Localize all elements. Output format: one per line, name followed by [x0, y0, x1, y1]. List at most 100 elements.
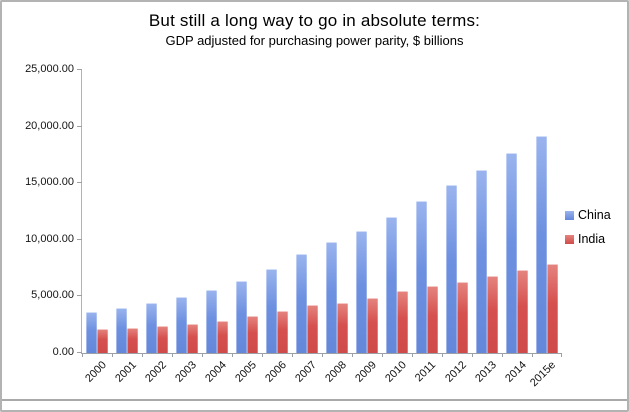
bar-china-2002 — [146, 303, 157, 353]
y-axis-label: 15,000.00 — [25, 176, 74, 189]
bar-china-2004 — [206, 290, 217, 353]
bar-china-2001 — [116, 308, 127, 353]
bar-group-2002 — [142, 70, 172, 353]
x-axis-tick — [532, 353, 533, 357]
y-axis-tick — [77, 182, 82, 184]
x-axis-label: 2006 — [262, 359, 289, 385]
bar-china-2014 — [506, 153, 517, 353]
bar-group-2000 — [82, 70, 112, 353]
legend-swatch-china — [565, 211, 574, 220]
bar-india-2015e — [547, 264, 558, 353]
y-axis-tick — [77, 69, 82, 70]
x-axis-tick — [472, 353, 473, 357]
bar-china-2006 — [266, 269, 277, 353]
x-axis-tick — [502, 353, 503, 357]
bar-group-2003 — [172, 70, 202, 353]
bar-china-2000 — [86, 312, 97, 353]
y-axis-label: 0.00 — [52, 346, 74, 358]
y-axis-label: 5,000.00 — [31, 289, 74, 302]
x-axis-tick — [322, 353, 323, 357]
legend: China India — [565, 208, 611, 256]
bottom-divider — [2, 399, 627, 401]
bar-india-2008 — [337, 303, 348, 353]
bar-india-2006 — [277, 311, 288, 353]
bar-india-2012 — [457, 282, 468, 353]
bar-india-2009 — [367, 298, 378, 353]
x-axis-tick — [112, 353, 113, 357]
bar-china-2011 — [416, 201, 427, 353]
plot-area: 0.00 5,000.00 10,000.00 15,000.00 20,000.00 2… — [25, 64, 562, 389]
bar-group-2014 — [502, 70, 532, 353]
bar-group-2006 — [262, 70, 292, 353]
x-axis-label: 2007 — [292, 359, 319, 385]
y-axis-tick — [77, 352, 82, 353]
y-axis-tick — [77, 295, 82, 297]
x-axis-tick — [292, 353, 293, 357]
y-axis-label: 20,000.00 — [25, 119, 74, 132]
bar-group-2010 — [382, 70, 412, 353]
bar-india-2013 — [487, 276, 498, 353]
bar-china-2003 — [176, 297, 187, 353]
bar-china-2009 — [356, 231, 367, 353]
y-axis-label: 25,000.00 — [25, 63, 74, 75]
bar-group-2008 — [322, 70, 352, 353]
bar-groups — [82, 70, 562, 353]
legend-item-china: China — [565, 208, 611, 223]
x-axis-label: 2011 — [413, 359, 439, 385]
bar-india-2004 — [217, 321, 228, 353]
bar-india-2014 — [517, 270, 528, 353]
bar-india-2003 — [187, 324, 198, 353]
bar-india-2000 — [97, 329, 108, 353]
x-axis-label: 2000 — [82, 359, 109, 385]
bar-group-2009 — [352, 70, 382, 353]
bar-group-2005 — [232, 70, 262, 353]
x-axis-tick — [232, 353, 233, 357]
bar-china-2010 — [386, 217, 397, 353]
bar-india-2001 — [127, 328, 138, 353]
legend-item-india: India — [565, 232, 611, 247]
x-axis-label: 2012 — [442, 359, 469, 385]
y-axis-label: 10,000.00 — [25, 232, 74, 245]
x-axis-label: 2014 — [502, 359, 529, 385]
bar-group-2012 — [442, 70, 472, 353]
bar-group-2013 — [472, 70, 502, 353]
chart-title: But still a long way to go in absolute t… — [148, 11, 481, 30]
bar-group-2004 — [202, 70, 232, 353]
bar-china-2012 — [446, 185, 457, 353]
x-axis-tick — [352, 353, 353, 357]
x-axis-label: 2013 — [472, 359, 499, 385]
x-axis-label: 2010 — [382, 359, 409, 385]
bar-china-2005 — [236, 281, 247, 353]
x-axis-label: 2015e — [528, 359, 559, 390]
x-axis-tick — [442, 353, 443, 357]
bar-china-2007 — [296, 254, 307, 353]
bar-china-2015e — [536, 136, 547, 353]
y-axis-tick — [77, 238, 82, 240]
x-axis-tick — [202, 353, 203, 357]
bar-group-2015e — [532, 70, 562, 353]
legend-swatch-india — [565, 235, 574, 244]
x-axis-label: 2009 — [352, 359, 379, 385]
x-axis-tick — [172, 353, 173, 357]
bar-china-2008 — [326, 242, 337, 353]
x-axis-label: 2001 — [112, 359, 139, 385]
bar-india-2002 — [157, 326, 168, 353]
x-axis-label: 2002 — [142, 359, 169, 385]
x-axis-label: 2003 — [172, 359, 199, 385]
bar-china-2013 — [476, 170, 487, 353]
y-axis-tick — [77, 125, 82, 127]
chart-subtitle: GDP adjusted for purchasing power parity… — [165, 33, 464, 48]
bar-india-2005 — [247, 316, 258, 353]
bar-india-2011 — [427, 286, 438, 353]
x-axis-tick — [142, 353, 143, 357]
bar-india-2010 — [397, 291, 408, 353]
x-axis-tick — [412, 353, 413, 357]
bar-india-2007 — [307, 305, 318, 353]
legend-label: India — [578, 232, 606, 246]
bar-group-2007 — [292, 70, 322, 353]
x-axis-tick — [262, 353, 263, 357]
bar-group-2011 — [412, 70, 442, 353]
x-axis-label: 2005 — [232, 359, 259, 385]
x-axis-label: 2008 — [322, 359, 349, 385]
